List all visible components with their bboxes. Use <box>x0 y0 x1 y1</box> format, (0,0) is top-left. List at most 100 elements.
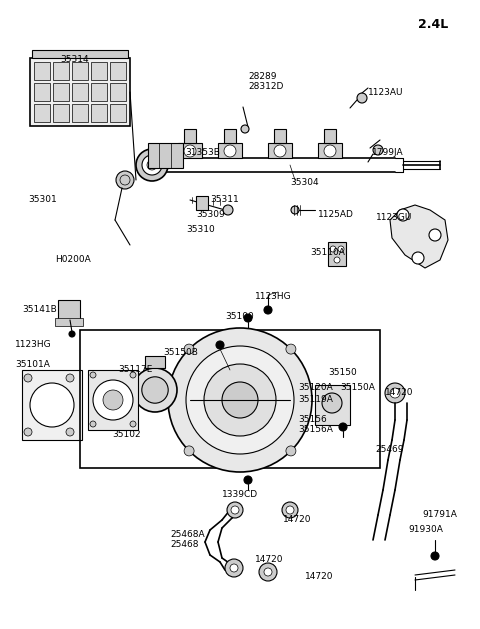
Circle shape <box>204 364 276 436</box>
Circle shape <box>431 552 439 560</box>
Circle shape <box>130 372 136 378</box>
Text: 1799JA: 1799JA <box>372 148 404 157</box>
Circle shape <box>330 246 336 252</box>
Circle shape <box>244 314 252 322</box>
Circle shape <box>222 382 258 418</box>
Text: 35100: 35100 <box>225 312 254 321</box>
Bar <box>72 83 88 101</box>
Circle shape <box>286 446 296 456</box>
Circle shape <box>397 209 409 221</box>
Text: 35102: 35102 <box>112 430 141 439</box>
Circle shape <box>90 421 96 427</box>
Bar <box>268 143 292 158</box>
Text: 1123GU: 1123GU <box>376 213 412 222</box>
Bar <box>91 104 107 122</box>
Bar <box>110 104 126 122</box>
Bar <box>72 104 88 122</box>
Bar <box>34 83 50 101</box>
Text: 35150: 35150 <box>328 368 357 377</box>
Text: 35110A: 35110A <box>310 248 345 257</box>
Circle shape <box>412 252 424 264</box>
Circle shape <box>227 502 243 518</box>
Circle shape <box>147 160 157 170</box>
Text: 25468A
25468: 25468A 25468 <box>170 530 204 549</box>
Circle shape <box>93 380 133 420</box>
Circle shape <box>30 383 74 427</box>
Text: 35150B: 35150B <box>163 348 198 357</box>
Bar <box>324 129 336 143</box>
Bar <box>88 370 138 430</box>
Bar <box>53 104 69 122</box>
Bar <box>218 143 242 158</box>
Circle shape <box>282 502 298 518</box>
Bar <box>315 385 350 425</box>
Bar <box>72 62 88 80</box>
Circle shape <box>66 374 74 382</box>
Text: 35311: 35311 <box>210 195 239 204</box>
Circle shape <box>230 564 238 572</box>
Circle shape <box>130 421 136 427</box>
Text: 31353B: 31353B <box>185 148 220 157</box>
Circle shape <box>69 331 75 337</box>
Text: 25469: 25469 <box>375 445 404 454</box>
Circle shape <box>429 229 441 241</box>
Text: 14720: 14720 <box>283 515 312 524</box>
Circle shape <box>136 149 168 181</box>
Text: 1123AU: 1123AU <box>368 88 404 97</box>
Bar <box>178 143 202 158</box>
Circle shape <box>241 125 249 133</box>
Circle shape <box>286 344 296 354</box>
Circle shape <box>90 372 96 378</box>
Circle shape <box>223 205 233 215</box>
Circle shape <box>286 506 294 514</box>
Text: 14720: 14720 <box>385 388 413 397</box>
Text: 35304: 35304 <box>290 178 319 187</box>
Text: 91930A: 91930A <box>408 525 443 534</box>
Bar <box>91 62 107 80</box>
Circle shape <box>225 559 243 577</box>
Bar <box>274 129 286 143</box>
Circle shape <box>168 328 312 472</box>
Text: 35117E: 35117E <box>118 365 152 374</box>
Text: 1339CD: 1339CD <box>222 490 258 499</box>
Bar <box>34 104 50 122</box>
Bar <box>53 62 69 80</box>
Text: 1125AD: 1125AD <box>318 210 354 219</box>
Circle shape <box>66 428 74 436</box>
Circle shape <box>385 383 405 403</box>
Text: 14720: 14720 <box>305 572 334 581</box>
Text: 35156
35156A: 35156 35156A <box>298 415 333 435</box>
Bar <box>58 300 80 320</box>
Circle shape <box>264 568 272 576</box>
Circle shape <box>357 93 367 103</box>
Text: 91791A: 91791A <box>422 510 457 519</box>
Circle shape <box>274 145 286 157</box>
Circle shape <box>338 246 344 252</box>
Bar <box>34 62 50 80</box>
Circle shape <box>291 206 299 214</box>
Text: 1123HG: 1123HG <box>255 292 292 301</box>
Circle shape <box>339 423 347 431</box>
Bar <box>32 50 128 58</box>
Bar <box>184 129 196 143</box>
Bar <box>318 143 342 158</box>
Circle shape <box>142 377 168 403</box>
Circle shape <box>24 428 32 436</box>
Circle shape <box>184 446 194 456</box>
Circle shape <box>322 393 342 413</box>
Text: 1123HG: 1123HG <box>15 340 52 349</box>
Text: 35314: 35314 <box>60 55 89 64</box>
Bar <box>224 129 236 143</box>
Bar <box>110 83 126 101</box>
Bar <box>91 83 107 101</box>
Bar <box>53 83 69 101</box>
Circle shape <box>216 341 224 349</box>
Circle shape <box>259 563 277 581</box>
Circle shape <box>184 145 196 157</box>
Text: H0200A: H0200A <box>55 255 91 264</box>
Bar <box>148 143 183 168</box>
Text: 35150A: 35150A <box>340 383 375 392</box>
Text: 35301: 35301 <box>28 195 57 204</box>
Circle shape <box>24 374 32 382</box>
Text: 14720: 14720 <box>255 555 284 564</box>
